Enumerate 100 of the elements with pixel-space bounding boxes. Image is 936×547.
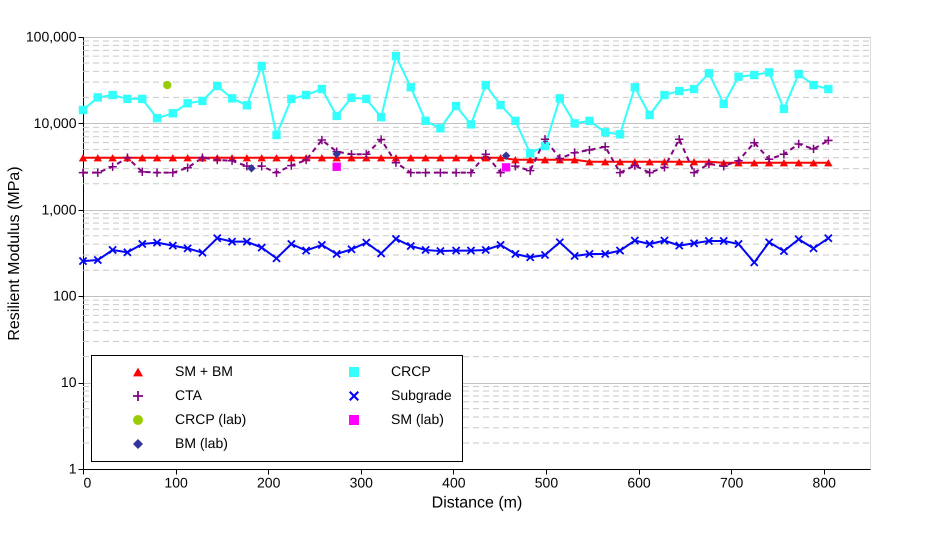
- point: [496, 100, 505, 110]
- point: [660, 163, 669, 172]
- point: [406, 168, 415, 177]
- x-tick-label: 0: [84, 474, 92, 490]
- point: [138, 240, 146, 248]
- legend-label: CTA: [175, 387, 203, 403]
- point: [452, 168, 460, 177]
- point: [750, 138, 758, 147]
- point: [704, 236, 714, 246]
- point: [690, 84, 698, 94]
- point: [511, 250, 520, 258]
- point: [242, 237, 252, 246]
- point: [436, 154, 445, 162]
- point: [272, 154, 281, 162]
- point: [675, 241, 684, 250]
- legend-label: SM (lab): [391, 411, 444, 427]
- point: [690, 158, 698, 166]
- point: [421, 168, 430, 177]
- y-tick-label: 10: [60, 374, 77, 390]
- point: [660, 90, 669, 100]
- point: [287, 161, 296, 170]
- point: [258, 162, 266, 170]
- x-tick-label: 500: [534, 474, 558, 490]
- point: [436, 124, 445, 133]
- point: [690, 168, 698, 177]
- point: [272, 168, 281, 177]
- legend-label: Subgrade: [391, 387, 452, 403]
- point: [332, 250, 341, 258]
- point: [272, 130, 281, 140]
- point: [362, 94, 371, 104]
- point: [585, 146, 594, 154]
- point: [392, 158, 400, 167]
- point: [720, 162, 728, 170]
- point: [630, 83, 640, 92]
- point: [704, 160, 714, 168]
- point: [108, 154, 117, 162]
- point: [734, 240, 743, 248]
- y-tick-label: 10,000: [34, 114, 77, 131]
- point: [585, 116, 594, 126]
- point: [809, 159, 818, 166]
- point: [466, 154, 476, 162]
- point: [794, 235, 803, 244]
- point: [570, 148, 579, 157]
- point: [376, 135, 386, 144]
- point: [152, 168, 162, 177]
- point: [168, 168, 177, 177]
- point: [616, 158, 624, 166]
- point: [421, 116, 430, 126]
- point: [616, 130, 624, 138]
- point: [526, 149, 534, 158]
- point: [163, 80, 172, 90]
- point: [601, 142, 610, 151]
- point: [213, 234, 222, 242]
- x-axis-title: Distance (m): [432, 494, 522, 512]
- point: [347, 245, 356, 254]
- legend-label: SM + BM: [175, 363, 233, 379]
- point: [332, 150, 341, 158]
- point: [406, 83, 415, 92]
- point: [482, 80, 490, 90]
- point: [824, 136, 833, 145]
- point: [780, 159, 788, 166]
- point: [332, 112, 341, 120]
- point: [287, 154, 296, 162]
- point: [511, 156, 520, 164]
- point: [152, 238, 162, 247]
- point: [302, 90, 310, 100]
- point: [213, 82, 222, 90]
- point: [570, 252, 579, 260]
- point: [502, 163, 510, 172]
- point: [511, 162, 520, 170]
- point: [406, 154, 415, 162]
- point: [585, 250, 594, 258]
- point: [318, 136, 326, 144]
- point: [556, 238, 564, 246]
- y-tick-label: 1,000: [41, 201, 77, 218]
- point: [242, 101, 252, 110]
- point: [138, 94, 146, 104]
- point: [824, 84, 833, 94]
- point: [123, 94, 132, 104]
- point: [720, 236, 728, 246]
- legend-label: CRCP: [391, 363, 431, 379]
- point: [318, 84, 326, 94]
- x-tick-label: 200: [256, 474, 281, 490]
- x-tick-label: 600: [627, 474, 651, 490]
- point: [540, 135, 550, 144]
- point: [78, 168, 88, 177]
- point: [376, 249, 386, 258]
- point: [78, 154, 88, 162]
- point: [272, 254, 281, 263]
- point: [228, 237, 236, 246]
- point: [734, 72, 743, 81]
- point: [502, 152, 510, 160]
- point: [183, 164, 192, 172]
- point: [496, 154, 505, 162]
- x-tick-label: 400: [442, 474, 466, 490]
- point: [108, 162, 117, 171]
- point: [496, 168, 505, 177]
- point: [540, 250, 550, 260]
- point: [675, 158, 684, 166]
- point: [258, 62, 266, 70]
